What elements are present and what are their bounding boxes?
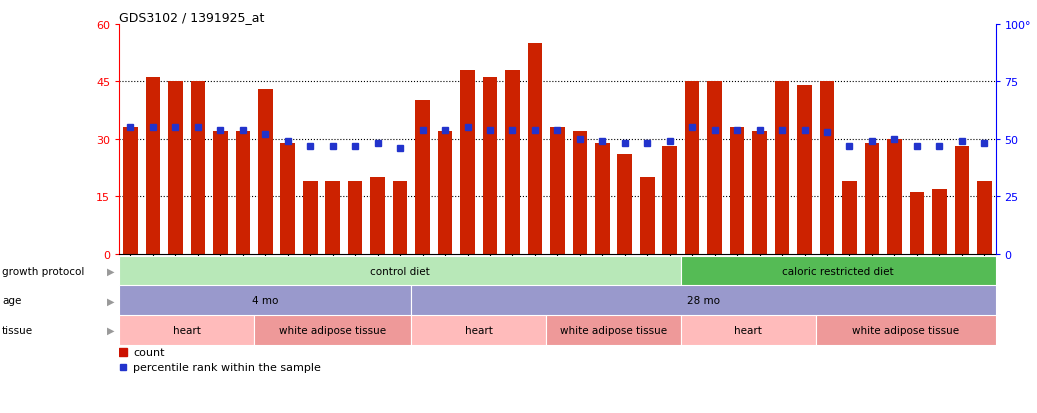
Bar [663,147,677,254]
Text: ▶: ▶ [107,296,115,306]
Bar [145,78,161,254]
Bar [168,82,183,254]
Bar [707,82,722,254]
Text: control diet: control diet [370,266,430,276]
Bar [326,181,340,254]
Text: GDS3102 / 1391925_at: GDS3102 / 1391925_at [119,11,264,24]
Bar [681,256,996,286]
Bar [842,181,857,254]
Bar [730,128,745,254]
Text: caloric restricted diet: caloric restricted diet [783,266,894,276]
Bar [932,189,947,254]
Text: 4 mo: 4 mo [252,296,279,306]
Bar [954,147,970,254]
Bar [681,316,816,345]
Bar [775,82,789,254]
Text: ▶: ▶ [107,266,115,276]
Bar [640,178,654,254]
Bar [865,143,879,254]
Bar [752,132,767,254]
Text: white adipose tissue: white adipose tissue [852,325,959,335]
Bar [550,128,565,254]
Bar [119,316,254,345]
Bar [123,128,138,254]
Text: white adipose tissue: white adipose tissue [279,325,386,335]
Bar [415,101,430,254]
Bar [460,71,475,254]
Bar [393,181,408,254]
Bar [280,143,296,254]
Bar [816,316,996,345]
Bar [887,140,902,254]
Bar [572,132,587,254]
Bar [303,181,317,254]
Bar [617,154,633,254]
Text: growth protocol: growth protocol [2,266,84,276]
Text: heart: heart [173,325,200,335]
Bar [528,44,542,254]
Text: percentile rank within the sample: percentile rank within the sample [134,362,321,372]
Bar [438,132,452,254]
Bar [482,78,498,254]
Text: heart: heart [465,325,493,335]
Text: ▶: ▶ [107,325,115,335]
Bar [412,316,546,345]
Bar [977,181,991,254]
Bar [119,286,412,316]
Text: tissue: tissue [2,325,33,335]
Bar [819,82,835,254]
Text: 28 mo: 28 mo [686,296,720,306]
Text: count: count [134,347,165,357]
Bar [909,193,924,254]
Bar [412,286,996,316]
Bar [546,316,681,345]
Bar [505,71,520,254]
Bar [684,82,700,254]
Bar [235,132,250,254]
Text: white adipose tissue: white adipose tissue [560,325,667,335]
Bar [595,143,610,254]
Bar [370,178,385,254]
Text: age: age [2,296,22,306]
Bar [797,86,812,254]
Bar [347,181,363,254]
Bar [191,82,205,254]
Bar [213,132,228,254]
Bar [254,316,412,345]
Text: heart: heart [734,325,762,335]
Bar [119,256,681,286]
Bar [258,90,273,254]
